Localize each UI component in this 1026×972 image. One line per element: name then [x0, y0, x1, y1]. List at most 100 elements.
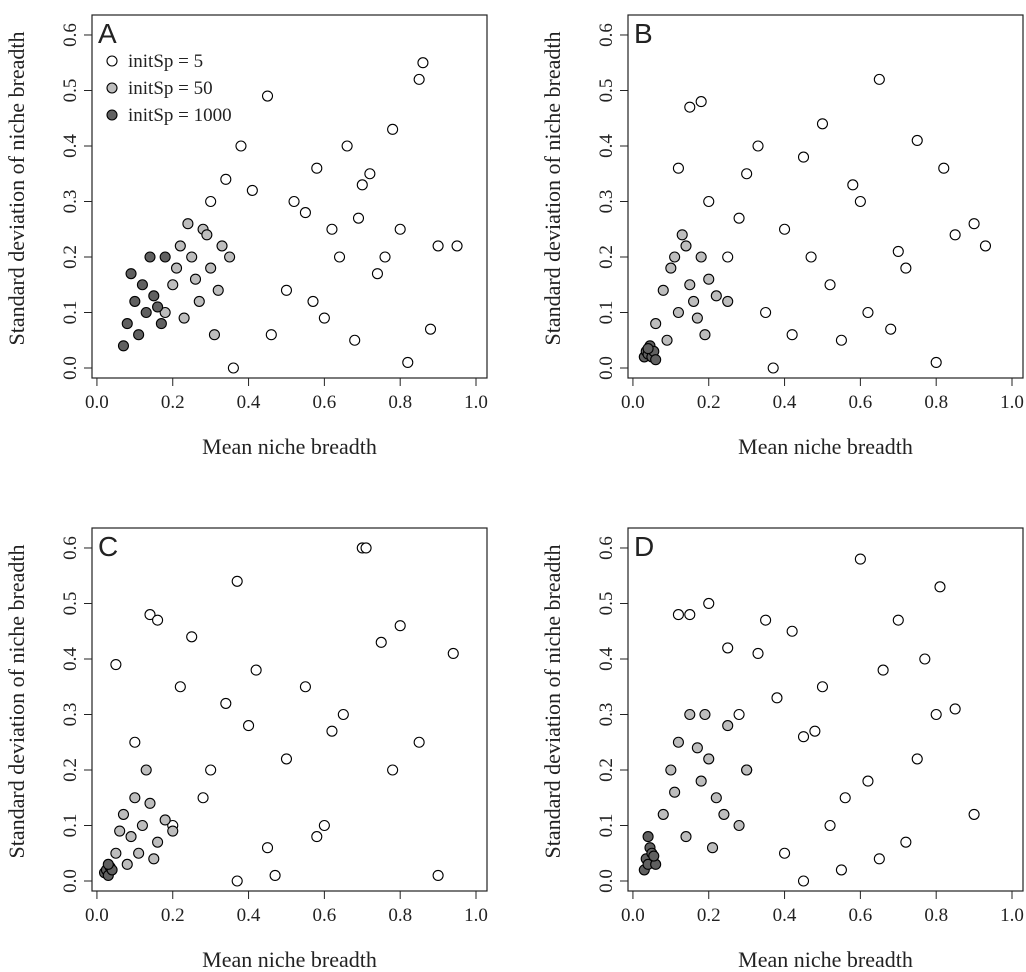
point	[186, 631, 198, 643]
point	[703, 273, 715, 285]
point	[311, 831, 323, 843]
point	[337, 708, 349, 721]
point	[197, 792, 209, 804]
point	[741, 764, 753, 776]
point	[676, 229, 688, 241]
x-tick-label: 0.8	[924, 905, 948, 926]
y-tick-label: 0.0	[596, 869, 617, 893]
point	[703, 753, 715, 765]
x-tick-label: 0.8	[388, 905, 412, 926]
point	[900, 262, 912, 274]
point	[809, 725, 821, 737]
point	[417, 57, 429, 69]
point	[752, 647, 764, 659]
point	[797, 151, 810, 163]
x-tick-label: 0.8	[924, 392, 948, 413]
point	[110, 847, 122, 859]
point	[911, 134, 923, 146]
point	[691, 312, 703, 324]
point	[231, 575, 243, 587]
panel-letter: B	[634, 18, 653, 49]
legend-marker	[106, 109, 118, 121]
point	[152, 836, 164, 848]
point	[862, 775, 874, 787]
x-tick-label: 0.6	[849, 905, 873, 926]
point	[231, 875, 243, 887]
point	[703, 195, 715, 208]
point	[250, 664, 262, 676]
point	[873, 853, 885, 865]
point	[379, 251, 391, 263]
point	[318, 819, 330, 832]
point	[657, 808, 669, 820]
y-tick-label: 0.5	[596, 592, 617, 616]
point	[299, 207, 311, 219]
point	[741, 168, 753, 180]
point	[650, 318, 662, 330]
point	[669, 251, 681, 263]
point	[885, 323, 897, 335]
legend-marker	[106, 82, 118, 94]
point	[129, 295, 141, 307]
y-tick-label: 0.5	[60, 592, 81, 616]
point	[835, 864, 847, 876]
x-tick-label: 0.2	[697, 392, 721, 413]
point	[288, 195, 300, 208]
point	[451, 240, 463, 252]
x-tick-label: 0.4	[237, 392, 261, 413]
y-tick-label: 0.4	[596, 134, 617, 158]
point	[797, 731, 810, 743]
point	[159, 814, 171, 826]
point	[136, 819, 148, 832]
point	[824, 279, 836, 291]
legend-label: initSp = 50	[128, 78, 213, 99]
point	[152, 614, 164, 626]
y-axis-label: Standard deviation of niche breadth	[540, 544, 565, 858]
point	[767, 362, 779, 374]
point	[121, 318, 133, 330]
point	[148, 853, 160, 865]
y-tick-label: 0.2	[60, 758, 81, 782]
point	[835, 334, 847, 346]
point	[144, 609, 156, 621]
point	[307, 295, 319, 307]
panel: 0.0 0.2 0.4 0.6 0.8 1.0 0.0 0.1 0.2 0.3 0.4 0.5 0.6 M…	[540, 527, 1024, 972]
point	[352, 212, 365, 224]
y-tick-label: 0.4	[596, 647, 617, 671]
y-tick-label: 0.1	[60, 301, 81, 325]
point	[669, 786, 681, 798]
point	[182, 218, 194, 230]
y-tick-label: 0.0	[60, 356, 81, 380]
y-tick-label: 0.6	[60, 23, 81, 47]
point	[424, 323, 437, 335]
point	[934, 581, 946, 593]
point	[178, 312, 190, 324]
point	[394, 223, 406, 235]
point	[186, 251, 198, 263]
point	[140, 764, 152, 776]
point	[684, 609, 696, 621]
point	[220, 173, 232, 185]
point	[718, 808, 730, 820]
point	[911, 753, 923, 765]
point	[447, 647, 459, 659]
point	[642, 831, 654, 843]
point	[205, 195, 217, 208]
point	[280, 284, 293, 296]
y-tick-label: 0.2	[596, 758, 617, 782]
point	[824, 819, 836, 832]
point	[733, 212, 745, 224]
point	[680, 831, 692, 843]
point	[159, 306, 171, 319]
point	[140, 306, 152, 319]
point	[152, 301, 164, 313]
x-tick-label: 1.0	[1000, 392, 1024, 413]
point	[133, 329, 145, 341]
y-axis-label: Standard deviation of niche breadth	[4, 31, 29, 345]
point	[224, 251, 236, 263]
y-tick-label: 0.5	[60, 79, 81, 103]
point	[269, 869, 281, 882]
point	[710, 290, 722, 302]
plot-frame	[627, 14, 1024, 379]
x-tick-label: 0.2	[161, 905, 185, 926]
